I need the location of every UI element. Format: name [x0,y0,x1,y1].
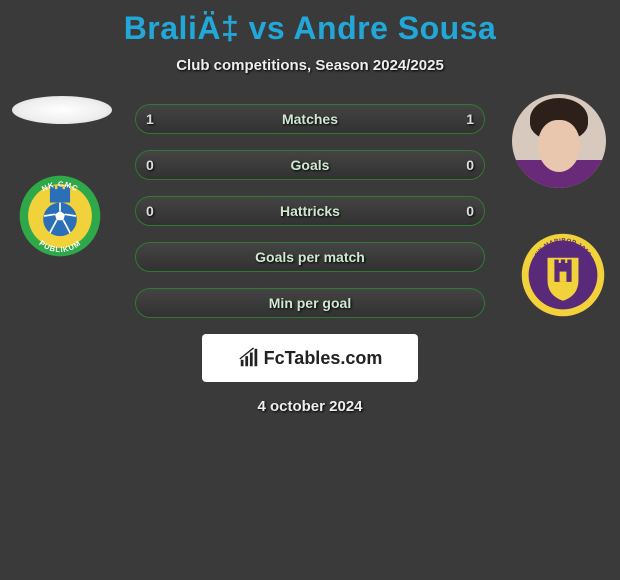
stat-label: Min per goal [269,295,351,311]
stat-left-value: 0 [146,157,154,173]
bar-chart-icon [238,347,260,369]
stat-label: Goals [291,157,330,173]
watermark: FcTables.com [202,334,418,382]
watermark-text: FcTables.com [264,348,383,369]
club-right-crest: NK MARIBOR 1960 [520,232,606,318]
club-left-crest: NK CMC PUBLIKUM [18,174,102,258]
stat-right-value: 0 [466,157,474,173]
stat-row-goals-per-match: Goals per match [135,242,485,272]
stat-label: Matches [282,111,338,127]
stat-row-matches: 1 Matches 1 [135,104,485,134]
page-title: BraliÄ‡ vs Andre Sousa [0,0,620,47]
stat-row-goals: 0 Goals 0 [135,150,485,180]
stat-left-value: 1 [146,111,154,127]
player-right-avatar [512,94,606,188]
player-left-avatar [12,96,112,124]
date-label: 4 october 2024 [0,398,620,415]
stats-rows: 1 Matches 1 0 Goals 0 0 Hattricks 0 Goal… [135,104,485,318]
subtitle: Club competitions, Season 2024/2025 [0,57,620,74]
stat-right-value: 1 [466,111,474,127]
stat-row-hattricks: 0 Hattricks 0 [135,196,485,226]
stat-right-value: 0 [466,203,474,219]
stat-label: Hattricks [280,203,340,219]
stat-label: Goals per match [255,249,365,265]
stat-row-min-per-goal: Min per goal [135,288,485,318]
comparison-card: NK CMC PUBLIKUM NK MARIBOR [0,104,620,415]
stat-left-value: 0 [146,203,154,219]
